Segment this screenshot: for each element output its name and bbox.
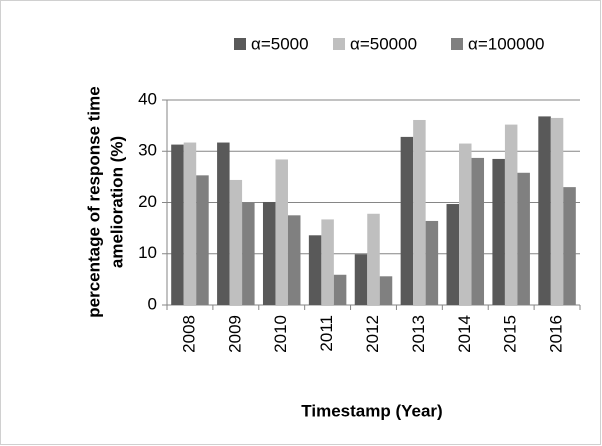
bar <box>171 144 184 305</box>
y-tick-label: 40 <box>138 89 157 108</box>
bar <box>379 276 393 305</box>
x-tick-label: 2009 <box>225 315 244 353</box>
bar <box>321 219 334 305</box>
y-tick-label: 20 <box>138 192 157 211</box>
y-tick-label: 10 <box>138 243 157 262</box>
bar <box>471 157 485 305</box>
bar <box>563 187 576 305</box>
legend-swatch <box>451 38 463 50</box>
bar <box>413 119 426 305</box>
bar <box>400 136 414 305</box>
x-tick-label: 2014 <box>455 315 474 353</box>
bar <box>354 254 368 305</box>
y-axis-label-line: percentage of response time <box>84 86 103 317</box>
legend-label: α=5000 <box>251 34 309 53</box>
bar <box>229 179 243 305</box>
bar <box>196 175 209 305</box>
x-tick-label: 2016 <box>547 315 566 353</box>
x-tick-label: 2010 <box>271 315 290 353</box>
bar <box>367 213 380 305</box>
legend-swatch <box>333 38 345 50</box>
x-tick-label: 2011 <box>317 315 336 352</box>
bar <box>504 124 518 305</box>
y-axis-label: percentage of response time amelioration… <box>84 86 126 317</box>
bar <box>459 143 472 305</box>
legend-label: α=50000 <box>350 34 417 53</box>
x-tick-label: 2015 <box>501 315 520 353</box>
bar <box>275 159 288 305</box>
bar <box>287 215 301 305</box>
bar <box>517 172 530 305</box>
bar <box>183 142 197 305</box>
bar <box>333 274 347 305</box>
bar <box>242 202 255 305</box>
bar <box>538 116 551 306</box>
x-tick-label: 2013 <box>409 315 428 353</box>
y-tick-label: 0 <box>148 294 157 313</box>
y-axis-label-line: amelioration (%) <box>107 136 126 268</box>
y-tick-label: 30 <box>138 141 157 160</box>
bar <box>550 117 564 305</box>
legend-swatch <box>234 38 246 50</box>
bar <box>308 235 322 305</box>
x-axis-label: Timestamp (Year) <box>301 401 442 420</box>
bar <box>492 158 505 305</box>
bar <box>217 142 230 305</box>
bar <box>262 201 276 305</box>
x-tick-label: 2008 <box>179 315 198 353</box>
x-tick-label: 2012 <box>363 315 382 353</box>
legend-label: α=100000 <box>468 34 544 53</box>
bar <box>425 220 439 305</box>
bar <box>446 204 460 305</box>
